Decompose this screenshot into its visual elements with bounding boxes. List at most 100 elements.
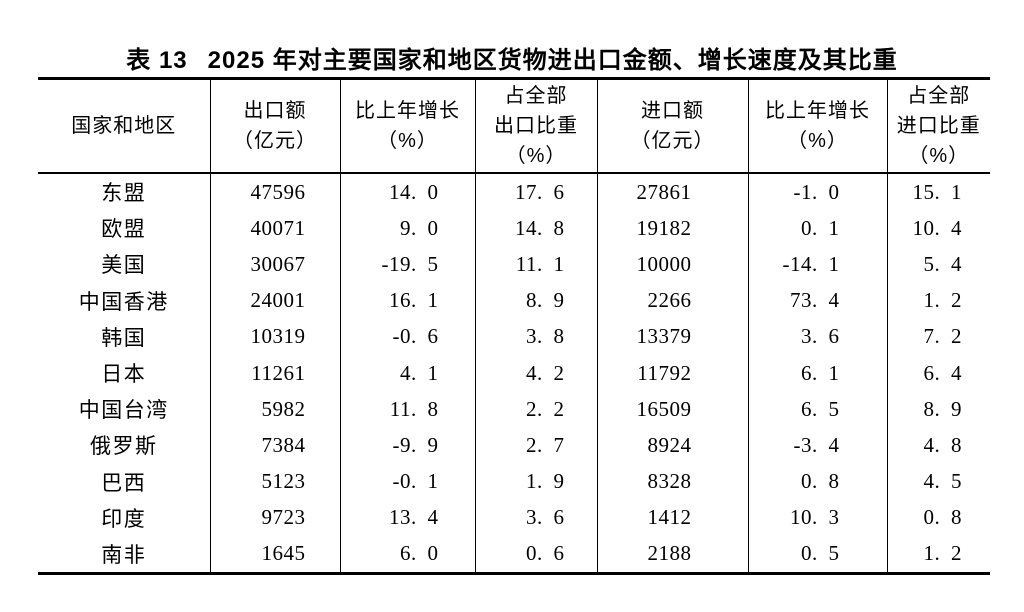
- value-cell: 14. 0: [340, 173, 476, 211]
- col-header-region: 国家和地区: [38, 78, 211, 174]
- value-cell: 0. 8: [923, 505, 962, 530]
- header-line: 占全部: [907, 85, 971, 107]
- region-cell: 中国台湾: [38, 391, 211, 428]
- value-cell: 7. 2: [923, 324, 962, 349]
- col-header-export-share: 占全部出口比重 （%）: [475, 78, 598, 174]
- value-cell: -14. 1: [748, 246, 888, 283]
- value-cell: 4. 1: [340, 354, 476, 392]
- value-cell: 3. 8: [475, 318, 598, 355]
- header-line: 比上年增长: [355, 100, 460, 122]
- value-cell: 9. 0: [340, 210, 476, 247]
- header-line: （%）: [505, 145, 567, 167]
- value-cell: 0. 6: [475, 535, 598, 574]
- region-cell: 中国香港: [38, 282, 211, 319]
- value-cell: 40071: [210, 210, 341, 247]
- value-cell: 7384: [210, 427, 341, 464]
- region-cell: 美国: [38, 246, 211, 283]
- value-cell: 1645: [210, 535, 341, 574]
- header-line: （亿元）: [233, 130, 317, 152]
- value-cell: -0. 6: [340, 318, 476, 355]
- table-number-label: 表 13: [126, 47, 188, 74]
- value-cell: 4. 2: [475, 354, 598, 392]
- value-cell: 47596: [210, 173, 341, 211]
- value-cell: 11261: [210, 354, 341, 392]
- value-cell: -0. 1: [340, 463, 476, 500]
- value-cell: 2266: [597, 282, 749, 319]
- value-cell: 2. 7: [475, 427, 598, 464]
- region-cell: 巴西: [38, 463, 211, 500]
- value-cell: 1. 2: [923, 541, 962, 566]
- value-cell: 11. 8: [340, 391, 476, 428]
- value-cell: -3. 4: [748, 427, 888, 464]
- value-cell: 11792: [597, 354, 749, 392]
- value-cell: 13379: [597, 318, 749, 355]
- value-cell: 0. 5: [748, 535, 888, 574]
- value-cell: 13. 4: [340, 499, 476, 536]
- value-cell: 4. 5: [923, 469, 962, 494]
- value-cell: 10000: [597, 246, 749, 283]
- table-title: 表 13 2025 年对主要国家和地区货物进出口金额、增长速度及其比重: [0, 40, 1024, 75]
- value-cell: 1. 9: [475, 463, 598, 500]
- value-cell: -9. 9: [340, 427, 476, 464]
- col-header-export-amount: 出口额 （亿元）: [210, 78, 341, 174]
- table-row: 巴西 5123 -0. 1 1. 9 8328 0. 8 4. 5: [38, 463, 990, 500]
- value-cell: 10. 4: [912, 215, 962, 240]
- col-header-import-share: 占全部进口比重 （%）: [887, 78, 990, 174]
- value-cell: 6. 5: [748, 391, 888, 428]
- value-cell: 73. 4: [748, 282, 888, 319]
- value-cell: 14. 8: [475, 210, 598, 247]
- table-row: 俄罗斯 7384 -9. 9 2. 7 8924 -3. 4 4. 8: [38, 427, 990, 464]
- table-row: 中国香港 24001 16. 1 8. 9 2266 73. 4 1. 2: [38, 282, 990, 319]
- value-cell: 6. 0: [340, 535, 476, 574]
- header-line: 进口额: [641, 100, 704, 122]
- value-cell: 3. 6: [748, 318, 888, 355]
- header-line: （亿元）: [630, 130, 715, 152]
- region-cell: 东盟: [38, 173, 211, 211]
- region-cell: 俄罗斯: [38, 427, 211, 464]
- value-cell: 8. 9: [475, 282, 598, 319]
- value-cell: 16509: [597, 391, 749, 428]
- col-header-export-growth: 比上年增长 （%）: [340, 78, 476, 174]
- value-cell: 8328: [597, 463, 749, 500]
- header-line: （%）: [377, 130, 438, 152]
- value-cell: 2. 2: [475, 391, 598, 428]
- value-cell: 5982: [210, 391, 341, 428]
- table-body: 东盟 47596 14. 0 17. 6 27861 -1. 0 15. 1 欧盟 40071 9…: [38, 173, 990, 574]
- region-cell: 日本: [38, 354, 211, 392]
- value-cell: 16. 1: [340, 282, 476, 319]
- table-row: 美国 30067 -19. 5 11. 1 10000 -14. 1 5. 4: [38, 246, 990, 283]
- table-row: 印度 9723 13. 4 3. 6 1412 10. 3 0. 8: [38, 499, 990, 536]
- value-cell: 3. 6: [475, 499, 598, 536]
- value-cell: -1. 0: [748, 173, 888, 211]
- table-row: 中国台湾 5982 11. 8 2. 2 16509 6. 5 8. 9: [38, 391, 990, 428]
- value-cell: 30067: [210, 246, 341, 283]
- value-cell: 6. 4: [923, 360, 962, 385]
- value-cell: 24001: [210, 282, 341, 319]
- header-line: 出口比重: [494, 115, 578, 137]
- value-cell: 4. 8: [923, 432, 962, 457]
- header-line: 占全部: [504, 85, 568, 107]
- value-cell: 8924: [597, 427, 749, 464]
- header-row: 国家和地区 出口额 （亿元） 比上年增长 （%） 占全部 出口比重 （%） 进口额 （亿元） 比上年…: [38, 78, 990, 174]
- table-row: 韩国 10319 -0. 6 3. 8 13379 3. 6 7. 2: [38, 318, 990, 355]
- header-line: （%）: [787, 130, 848, 152]
- header-line: 进口比重: [896, 115, 981, 137]
- value-cell: 1412: [597, 499, 749, 536]
- col-header-import-amount: 进口额 （亿元）: [597, 78, 749, 174]
- value-cell: 17. 6: [475, 173, 598, 211]
- value-cell: 0. 1: [748, 210, 888, 247]
- value-cell: 15. 1: [912, 179, 962, 204]
- region-cell: 南非: [38, 535, 211, 574]
- table-row: 南非 1645 6. 0 0. 6 2188 0. 5 1. 2: [38, 535, 990, 574]
- value-cell: 11. 1: [475, 246, 598, 283]
- value-cell: 9723: [210, 499, 341, 536]
- region-cell: 韩国: [38, 318, 211, 355]
- value-cell: 5123: [210, 463, 341, 500]
- col-header-import-growth: 比上年增长 （%）: [748, 78, 888, 174]
- value-cell: 10. 3: [748, 499, 888, 536]
- value-cell: 6. 1: [748, 354, 888, 392]
- header-line: （%）: [908, 145, 970, 167]
- value-cell: 1. 2: [923, 288, 962, 313]
- table-row: 日本 11261 4. 1 4. 2 11792 6. 1 6. 4: [38, 354, 990, 392]
